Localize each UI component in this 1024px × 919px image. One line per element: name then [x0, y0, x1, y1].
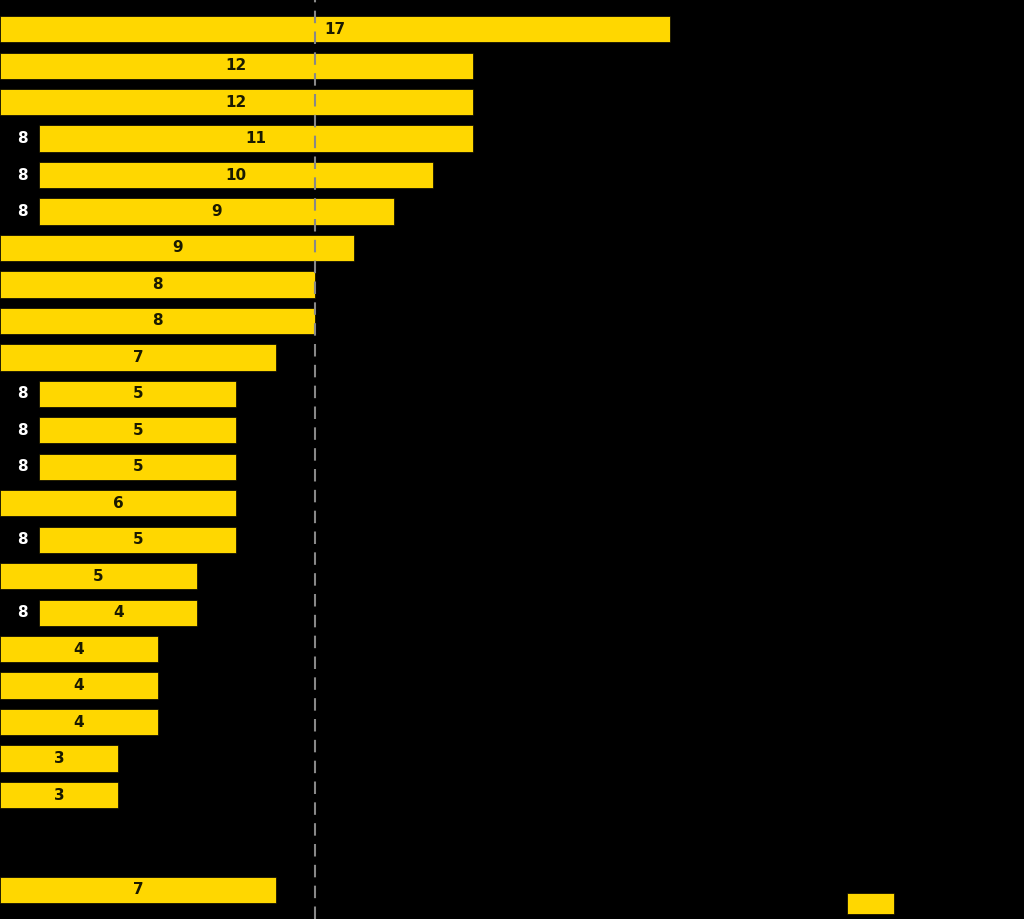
Text: 8: 8 — [17, 167, 28, 183]
Bar — [0, 235, 354, 261]
Text: 9: 9 — [211, 204, 222, 219]
Bar — [0, 709, 158, 735]
Bar — [39, 380, 237, 407]
Text: 8: 8 — [17, 460, 28, 474]
Text: 8: 8 — [153, 313, 163, 328]
Bar — [39, 199, 394, 224]
Text: 8: 8 — [153, 277, 163, 292]
Text: 4: 4 — [74, 715, 84, 730]
Bar — [0, 673, 158, 698]
Text: 5: 5 — [93, 569, 103, 584]
Text: 10: 10 — [225, 167, 247, 183]
Text: 8: 8 — [17, 204, 28, 219]
Bar — [0, 563, 197, 589]
Bar — [0, 745, 118, 772]
Text: 4: 4 — [74, 641, 84, 657]
Bar — [39, 126, 473, 152]
Text: 7: 7 — [132, 350, 143, 365]
Bar — [0, 636, 158, 663]
Text: 5: 5 — [132, 532, 143, 547]
Bar — [39, 162, 433, 188]
Bar — [0, 782, 118, 808]
FancyBboxPatch shape — [847, 893, 894, 913]
Text: 3: 3 — [54, 751, 65, 766]
Text: 12: 12 — [225, 58, 247, 74]
Bar — [0, 16, 670, 42]
Text: 6: 6 — [113, 495, 124, 511]
Bar — [39, 454, 237, 480]
Bar — [0, 89, 473, 115]
Bar — [39, 599, 197, 626]
Bar — [0, 52, 473, 79]
Text: 3: 3 — [54, 788, 65, 802]
Text: 17: 17 — [325, 22, 345, 37]
Text: 8: 8 — [17, 606, 28, 620]
Text: 5: 5 — [132, 386, 143, 402]
Text: 4: 4 — [113, 606, 124, 620]
Text: 8: 8 — [17, 386, 28, 402]
Text: 8: 8 — [17, 131, 28, 146]
Text: 5: 5 — [132, 460, 143, 474]
Text: 8: 8 — [17, 423, 28, 437]
Text: 11: 11 — [246, 131, 266, 146]
Bar — [0, 271, 315, 298]
Bar — [0, 490, 237, 516]
Text: 5: 5 — [132, 423, 143, 437]
Bar — [39, 417, 237, 444]
Text: 4: 4 — [74, 678, 84, 693]
Text: 12: 12 — [225, 95, 247, 109]
Text: 9: 9 — [172, 241, 182, 255]
Bar — [39, 527, 237, 553]
Text: 8: 8 — [17, 532, 28, 547]
Bar — [0, 877, 275, 903]
Text: 7: 7 — [132, 882, 143, 897]
Bar — [0, 308, 315, 334]
Bar — [0, 345, 275, 370]
